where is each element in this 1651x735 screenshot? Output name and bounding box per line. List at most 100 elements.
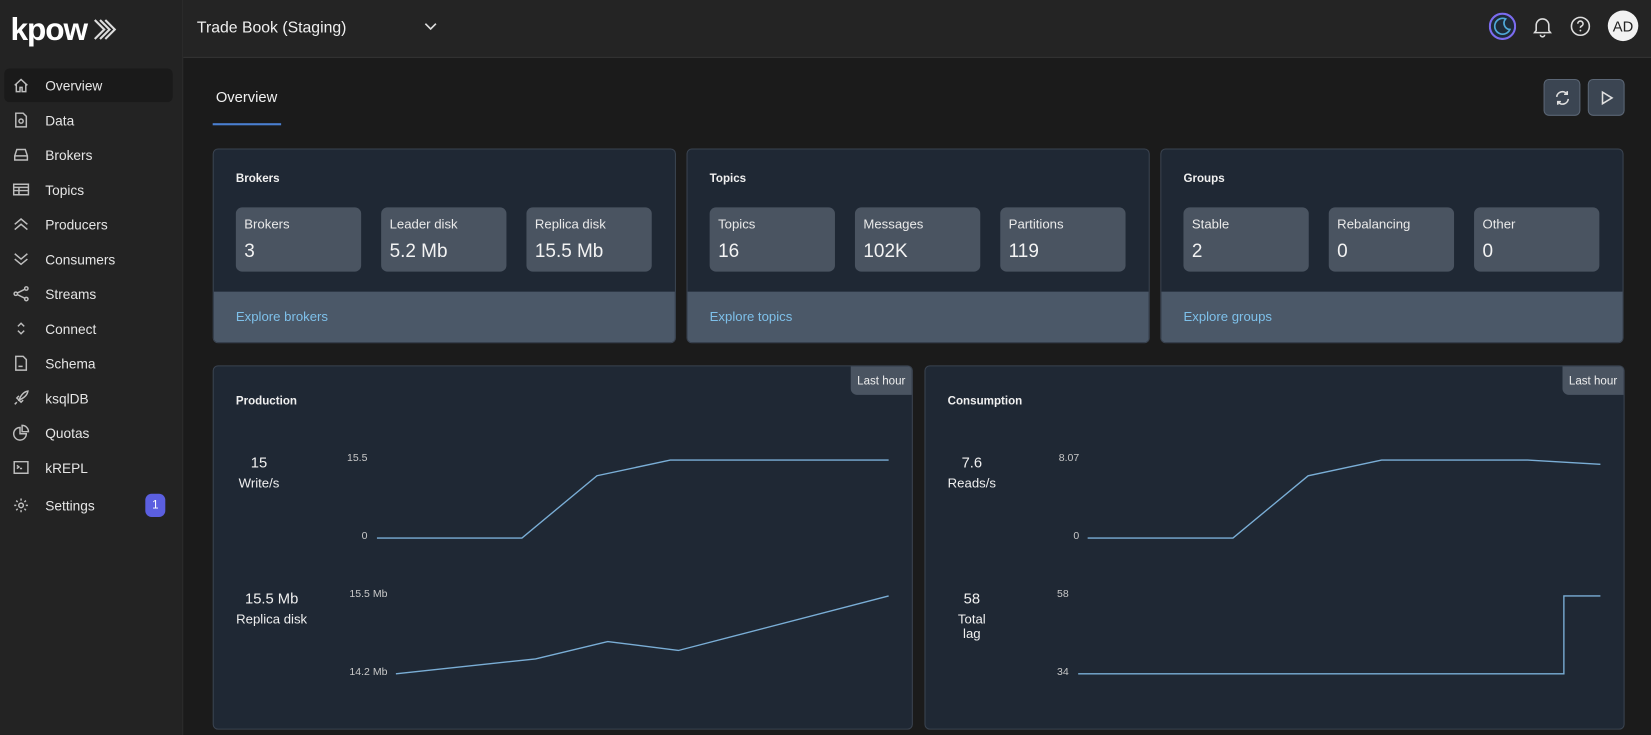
stat-label: Replica disk	[534, 216, 606, 232]
sidebar-item-label: Streams	[45, 285, 97, 302]
sidebar-item-label: ksqlDB	[45, 390, 89, 406]
stat-label: Topics	[718, 216, 756, 232]
sidebar-item-connect[interactable]: Connect	[4, 312, 172, 346]
metric-write-rate: 15 Write/s	[236, 454, 282, 491]
stat-label: Rebalancing	[1337, 216, 1411, 232]
refresh-button[interactable]	[1543, 78, 1581, 116]
stat-tile: Messages 102K	[854, 207, 981, 272]
metric-label: Write/s	[238, 475, 280, 491]
play-icon	[1601, 90, 1613, 105]
sidebar-item-label: Brokers	[45, 146, 93, 163]
top-bar: Trade Book (Staging) AD	[183, 0, 1651, 58]
read-rate-line	[1087, 459, 1601, 539]
time-range-button[interactable]: Last hour	[850, 366, 912, 395]
logo-text: kpow	[10, 12, 89, 48]
play-button[interactable]	[1587, 78, 1625, 116]
sidebar-item-data[interactable]: Data	[4, 103, 172, 137]
stat-label: Stable	[1191, 216, 1230, 232]
stat-label: Messages	[863, 216, 924, 232]
y-tick-label: 15.5	[346, 452, 368, 465]
gear-icon	[14, 498, 28, 513]
settings-badge: 1	[145, 493, 166, 517]
tab-overview[interactable]: Overview	[215, 88, 278, 106]
sidebar-item-quotas[interactable]: Quotas	[4, 416, 172, 450]
sidebar-item-label: Schema	[45, 355, 96, 372]
total-lag-line	[1078, 595, 1601, 675]
metric-total-lag: 58 Total lag	[948, 590, 996, 642]
logo-chevrons-icon	[93, 19, 116, 40]
sidebar-item-consumers[interactable]: Consumers	[4, 242, 172, 276]
metric-value: 15	[250, 453, 268, 471]
y-tick-label: 15.5 Mb	[349, 588, 388, 601]
sidebar-item-brokers[interactable]: Brokers	[4, 138, 172, 172]
rocket-icon	[14, 390, 29, 405]
table-icon	[12, 183, 30, 196]
sidebar-item-streams[interactable]: Streams	[4, 277, 172, 311]
refresh-icon	[1555, 90, 1569, 105]
sidebar-item-label: Connect	[45, 320, 97, 337]
card-title: Topics	[709, 172, 747, 186]
stat-value: 0	[1337, 240, 1348, 262]
server-icon	[14, 148, 29, 161]
explore-groups-link[interactable]: Explore groups	[1183, 309, 1272, 325]
stat-value: 0	[1482, 240, 1494, 262]
metric-label: Total lag	[957, 611, 986, 642]
sidebar-item-ksqldb[interactable]: ksqlDB	[4, 381, 172, 415]
card-title: Groups	[1183, 172, 1225, 186]
sidebar-item-overview[interactable]: Overview	[4, 68, 173, 103]
write-rate-line	[376, 459, 889, 539]
sidebar-item-label: Data	[45, 112, 75, 128]
home-icon	[14, 78, 28, 93]
theme-toggle-icon[interactable]	[1488, 12, 1517, 41]
card-title: Brokers	[235, 172, 280, 186]
y-tick-label: 34	[1056, 666, 1069, 679]
sidebar-item-schema[interactable]: Schema	[4, 346, 172, 380]
sidebar-item-label: Consumers	[45, 251, 116, 267]
metric-label: Replica disk	[236, 611, 308, 627]
y-tick-label: 14.2 Mb	[349, 666, 388, 679]
time-range-button[interactable]: Last hour	[1562, 366, 1624, 395]
environment-selector[interactable]: Trade Book (Staging)	[196, 18, 347, 37]
metric-value: 58	[963, 589, 981, 607]
stat-tile: Replica disk 15.5 Mb	[526, 207, 652, 272]
stat-value: 119	[1008, 240, 1039, 262]
metric-label: Reads/s	[947, 475, 996, 491]
y-tick-label: 58	[1056, 588, 1069, 601]
terminal-icon	[13, 460, 29, 475]
sidebar-item-krepl[interactable]: kREPL	[4, 451, 172, 485]
kpow-logo[interactable]: kpow	[11, 13, 125, 49]
card-footer: Explore topics	[687, 291, 1149, 343]
y-tick-label: 0	[1073, 530, 1080, 543]
stat-value: 3	[244, 240, 255, 262]
stat-tile: Stable 2	[1183, 207, 1309, 272]
selector-icon	[17, 322, 25, 335]
document-search-icon	[15, 112, 28, 128]
sidebar-item-producers[interactable]: Producers	[4, 207, 172, 241]
sidebar-item-label: Quotas	[45, 424, 90, 441]
y-tick-label: 8.07	[1058, 452, 1080, 465]
chevron-down-icon[interactable]	[423, 19, 438, 34]
stat-value: 102K	[863, 240, 908, 262]
user-avatar[interactable]: AD	[1607, 10, 1639, 42]
explore-brokers-link[interactable]: Explore brokers	[235, 309, 329, 325]
bell-icon[interactable]	[1529, 13, 1556, 40]
consumption-chart	[1078, 459, 1601, 675]
explore-topics-link[interactable]: Explore topics	[709, 309, 793, 325]
sidebar-item-settings[interactable]: Settings 1	[4, 489, 172, 523]
metric-replica-disk: 15.5 Mb Replica disk	[236, 590, 308, 627]
help-icon[interactable]	[1567, 13, 1594, 40]
metric-value: 15.5 Mb	[245, 589, 299, 607]
sidebar-item-topics[interactable]: Topics	[4, 173, 172, 207]
active-tab-indicator	[212, 123, 282, 126]
production-panel: Production Last hour 15 Write/s 15.5 Mb Re…	[212, 365, 913, 730]
panel-title: Consumption	[947, 394, 1023, 408]
stat-value: 16	[718, 240, 740, 262]
sidebar-item-label: Topics	[45, 181, 85, 198]
sidebar-item-label: kREPL	[45, 459, 88, 476]
brokers-card: Brokers Brokers 3 Leader disk 5.2 Mb Repli…	[212, 148, 676, 344]
sidebar-item-label: Producers	[45, 216, 108, 233]
card-footer: Explore groups	[1161, 291, 1623, 343]
replica-disk-line	[395, 595, 889, 675]
sidebar-item-label: Overview	[45, 77, 103, 94]
